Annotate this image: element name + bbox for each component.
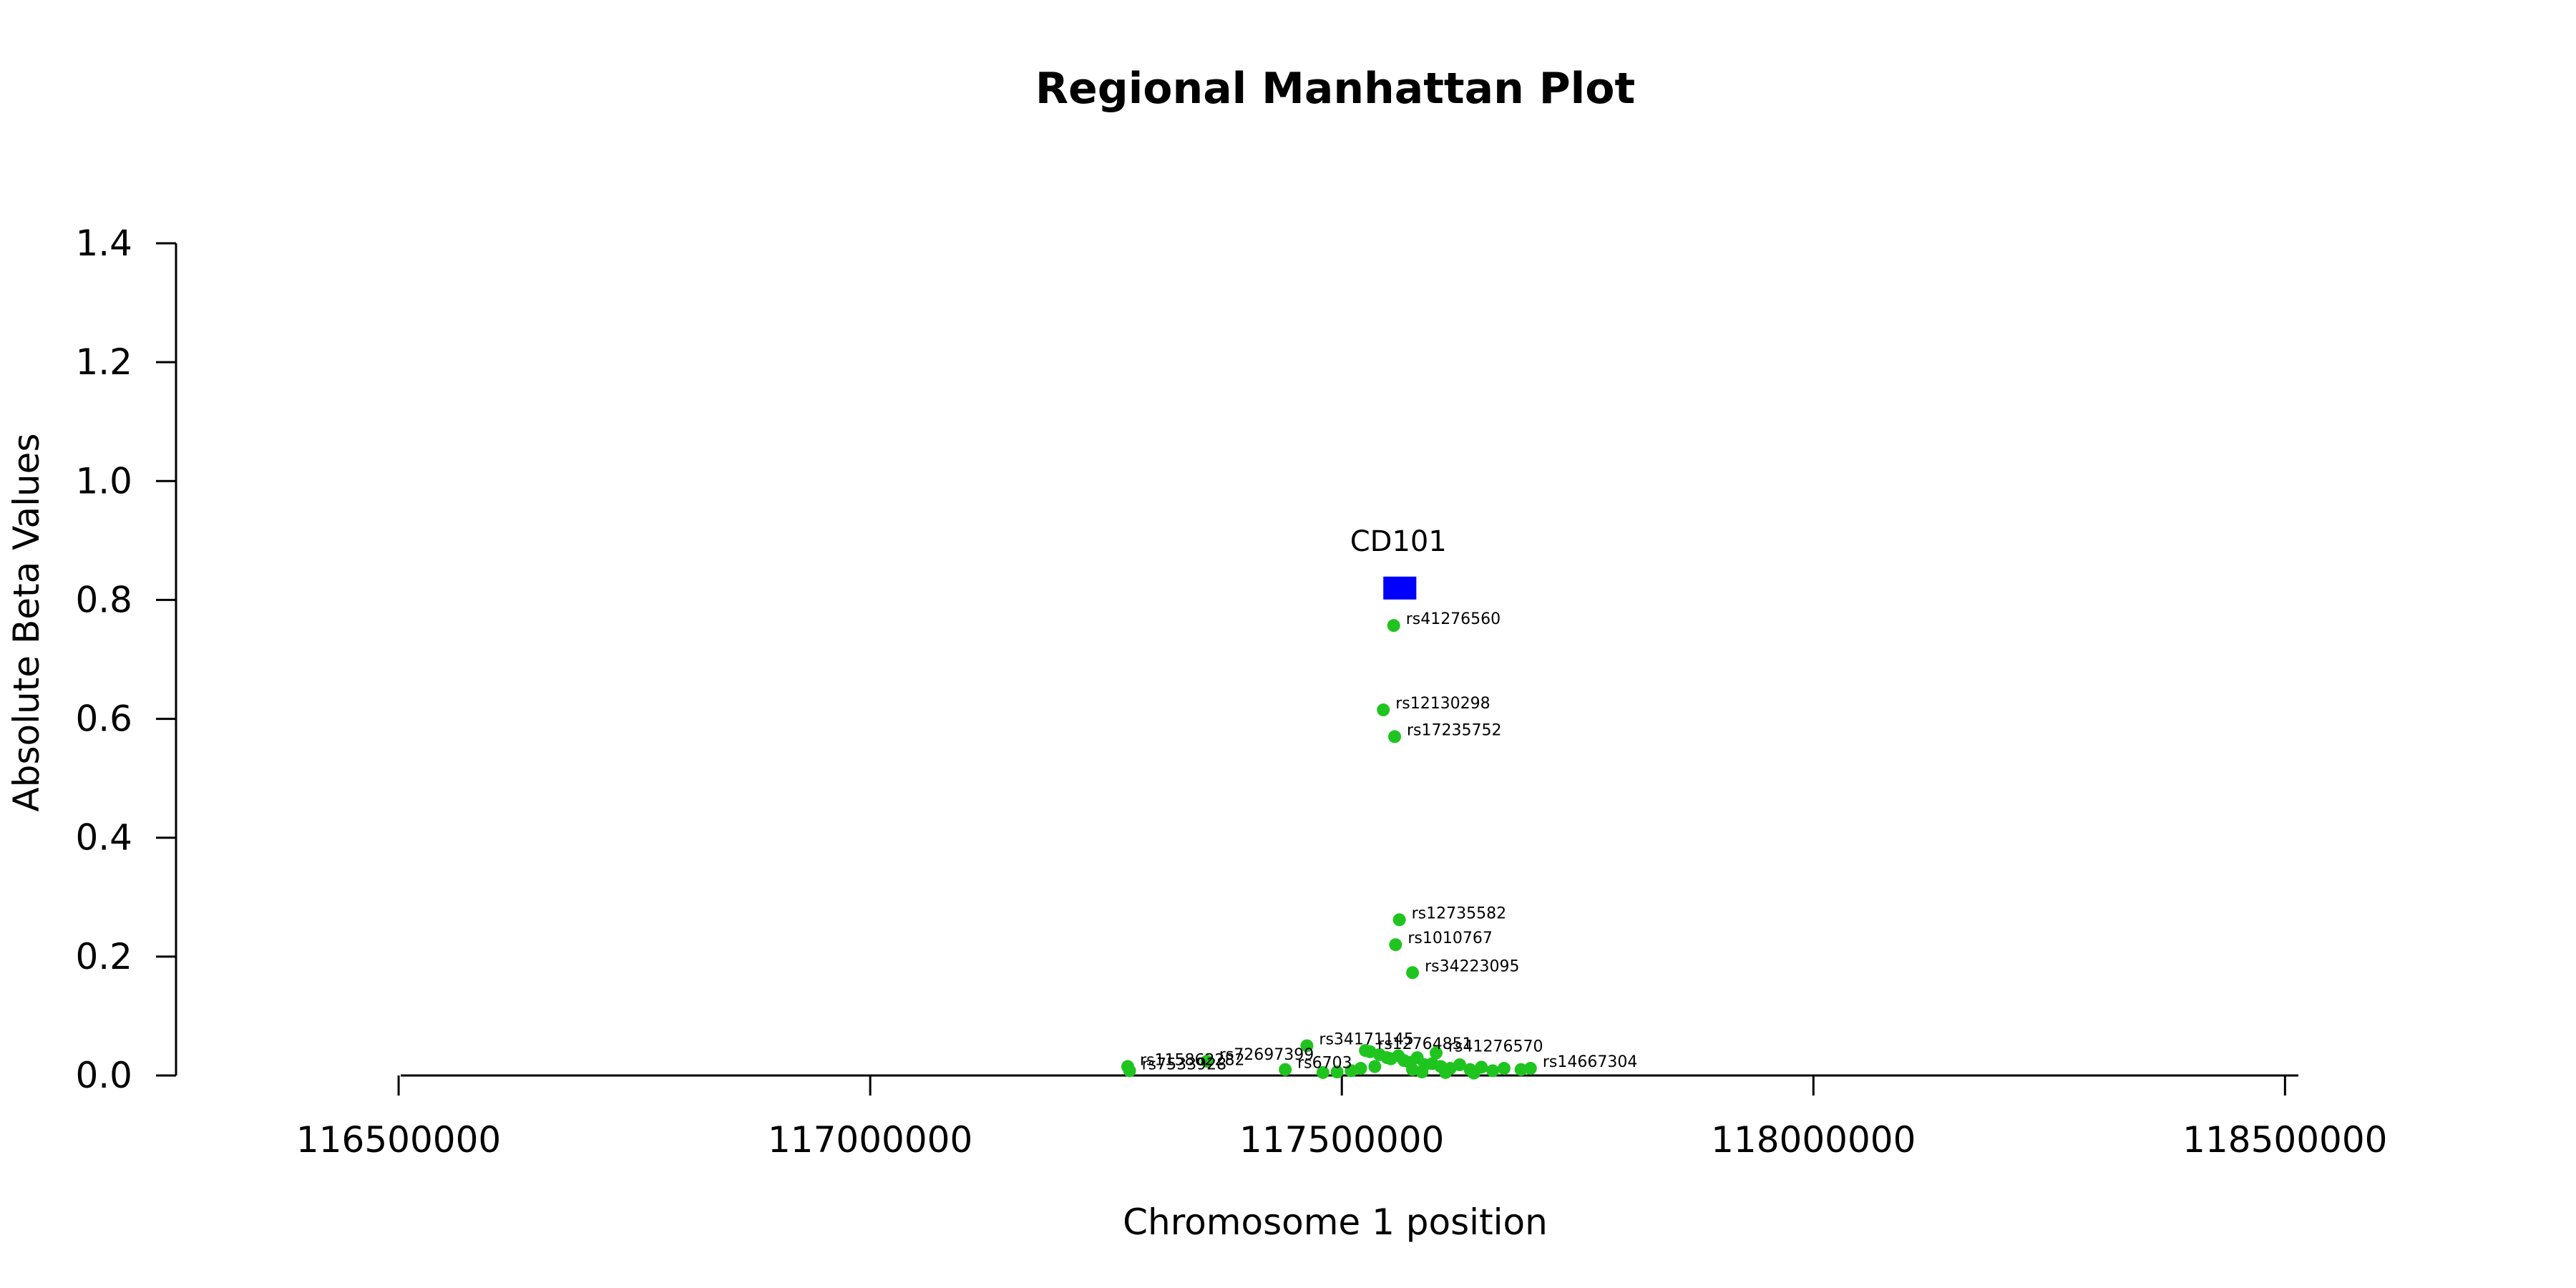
y-tick-label: 0.8 (75, 579, 132, 620)
y-tick-label: 0.4 (75, 817, 132, 859)
snp-label: rs72697399 (1219, 1046, 1314, 1064)
snp-point (1377, 703, 1390, 717)
snp-label: rs41276570 (1448, 1038, 1543, 1055)
snp-point (1514, 1063, 1528, 1076)
snp-point (1300, 1039, 1314, 1053)
y-tick-label: 1.2 (75, 341, 132, 383)
y-axis-label: Absolute Beta Values (6, 434, 47, 812)
y-tick-label: 1.4 (75, 223, 132, 264)
snp-point (1354, 1062, 1367, 1075)
snp-point (1392, 913, 1406, 927)
snp-label: rs17235752 (1407, 721, 1501, 739)
snp-label: rs12130298 (1395, 695, 1490, 713)
x-axis: 116500000 117000000 117500000 118000000 1185… (296, 1074, 2387, 1161)
snp-point (1368, 1060, 1382, 1073)
snp-label: rs14667304 (1543, 1053, 1637, 1071)
y-axis: 0.0 0.2 0.4 0.6 0.8 1.0 1.2 1.4 (75, 223, 177, 1096)
snp-point (1316, 1065, 1330, 1079)
snp-point (1359, 1044, 1372, 1058)
x-tick-label: 117500000 (1239, 1119, 1444, 1161)
snp-point (1453, 1058, 1466, 1072)
x-tick-label: 117000000 (768, 1119, 972, 1161)
snp-point (1123, 1064, 1136, 1078)
snp-label: rs41276560 (1406, 610, 1501, 628)
gene-track: CD101 (1350, 525, 1447, 600)
snp-point (1415, 1065, 1429, 1079)
y-tick-label: 0.6 (75, 698, 132, 740)
x-tick-label: 116500000 (296, 1119, 501, 1161)
snp-point (1279, 1063, 1292, 1076)
snp-label: rs34171145 (1319, 1030, 1413, 1048)
y-tick-label: 1.0 (75, 460, 132, 502)
x-tick-label: 118500000 (2182, 1119, 2387, 1161)
x-axis-label: Chromosome 1 position (1123, 1201, 1548, 1243)
gene-label: CD101 (1350, 525, 1447, 558)
snp-label: rs1010767 (1407, 930, 1492, 947)
snp-point (1330, 1065, 1344, 1079)
gene-block (1383, 576, 1417, 600)
snp-point (1486, 1064, 1500, 1078)
snp-label: rs34223095 (1425, 957, 1519, 975)
snp-point (1497, 1062, 1511, 1075)
snp-points (1121, 619, 1537, 1080)
snp-point (1389, 938, 1402, 952)
snp-point (1200, 1055, 1214, 1068)
y-tick-label: 0.2 (75, 936, 132, 977)
snp-labels: rs41276560 rs12130298 rs17235752 rs12735582… (1140, 610, 1637, 1073)
x-tick-label: 118000000 (1711, 1119, 1916, 1161)
snp-label: rs12735582 (1412, 904, 1506, 922)
snp-label: rs12764851 (1377, 1035, 1472, 1053)
snp-label: rs7533928 (1142, 1055, 1227, 1073)
snp-label: rs6703 (1297, 1055, 1352, 1073)
snp-point (1430, 1046, 1443, 1060)
y-tick-label: 0.0 (75, 1055, 132, 1096)
snp-label: rs115862282 (1140, 1052, 1244, 1070)
chart-title: Regional Manhattan Plot (1035, 64, 1635, 114)
snp-point (1523, 1062, 1537, 1075)
snp-point (1387, 619, 1400, 633)
snp-point (1406, 966, 1420, 980)
snp-point (1388, 730, 1402, 743)
snp-point (1467, 1066, 1480, 1080)
snp-point (1439, 1065, 1453, 1079)
